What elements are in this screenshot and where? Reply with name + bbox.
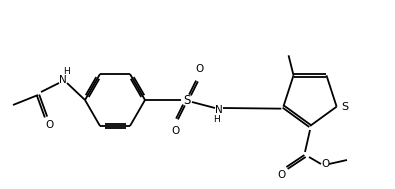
Text: N: N [215,105,223,115]
Text: O: O [195,64,203,74]
Text: O: O [171,126,179,136]
Text: H: H [63,67,70,77]
Text: S: S [183,94,191,106]
Text: O: O [321,159,329,169]
Text: H: H [213,115,219,123]
Text: S: S [341,102,348,112]
Text: N: N [59,75,67,85]
Text: O: O [277,170,285,180]
Text: O: O [45,120,53,130]
